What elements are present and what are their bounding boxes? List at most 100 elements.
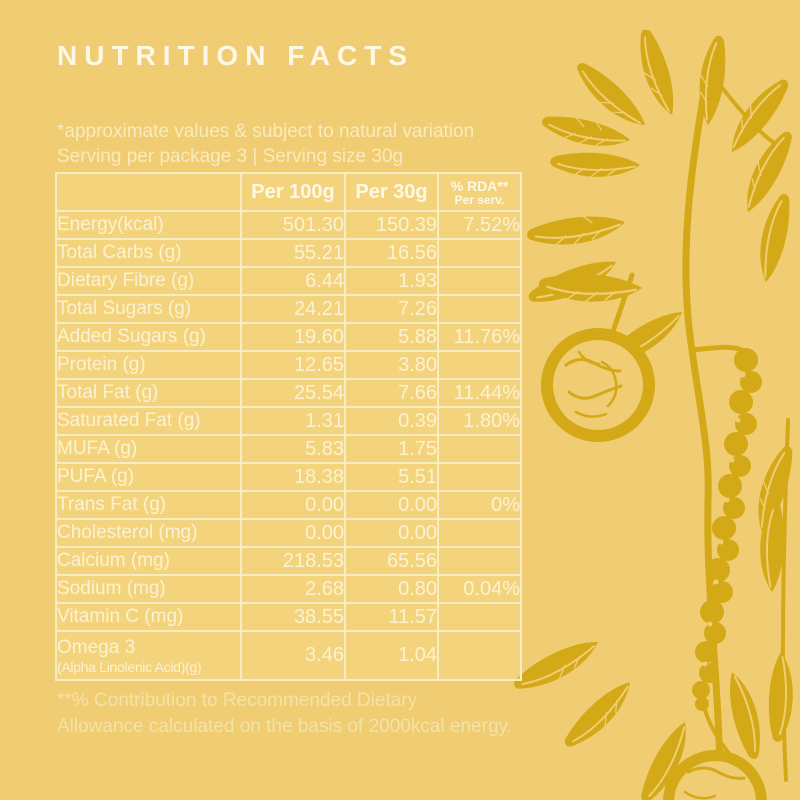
cell-per100g: 0.00 [240, 518, 346, 548]
table-body: Energy(kcal) 501.30 150.39 7.52% Total Carbs… [55, 210, 522, 681]
cell-per30g: 150.39 [344, 210, 439, 240]
cell-per100g: 501.30 [240, 210, 346, 240]
table-row: Saturated Fat (g) 1.31 0.39 1.80% [55, 406, 522, 436]
cell-per30g: 11.57 [344, 602, 439, 632]
cell-per30g: 1.04 [344, 630, 439, 681]
cell-per100g: 6.44 [240, 266, 346, 296]
cell-per30g: 0.00 [344, 490, 439, 520]
row-label: Added Sugars (g) [57, 326, 206, 347]
cell-per100g: 12.65 [240, 350, 346, 380]
cell-rda [437, 238, 522, 268]
header-per30g: Per 30g [344, 172, 439, 212]
nutrient-label-cell: Vitamin C (mg) [55, 602, 242, 632]
header-rda: % RDA** Per serv. [437, 172, 522, 212]
cell-rda [437, 602, 522, 632]
nutrient-label-cell: Omega 3 (Alpha Linolenic Acid)(g) [55, 630, 242, 681]
row-label: PUFA (g) [57, 466, 135, 487]
row-label: Omega 3 [57, 637, 136, 658]
row-label: MUFA (g) [57, 438, 138, 459]
serving-info-note: Serving per package 3 | Serving size 30g [57, 146, 404, 167]
row-label: Calcium (mg) [57, 550, 170, 571]
cell-per100g: 3.46 [240, 630, 346, 681]
nutrient-label-cell: Total Sugars (g) [55, 294, 242, 324]
cell-per30g: 7.66 [344, 378, 439, 408]
nutrient-label-cell: Energy(kcal) [55, 210, 242, 240]
nutrient-label-cell: Protein (g) [55, 350, 242, 380]
row-label: Saturated Fat (g) [57, 410, 201, 431]
table-row: Calcium (mg) 218.53 65.56 [55, 546, 522, 576]
nutrient-label-cell: Sodium (mg) [55, 574, 242, 604]
row-label: Total Carbs (g) [57, 242, 182, 263]
cell-per100g: 5.83 [240, 434, 346, 464]
cell-per100g: 18.38 [240, 462, 346, 492]
header-rda-main: % RDA** [450, 177, 509, 194]
nutrition-table: Per 100g Per 30g % RDA** Per serv. Energ… [55, 172, 522, 681]
table-row: MUFA (g) 5.83 1.75 [55, 434, 522, 464]
approximate-values-note: *approximate values & subject to natural… [57, 121, 475, 142]
cell-per30g: 3.80 [344, 350, 439, 380]
table-row: PUFA (g) 18.38 5.51 [55, 462, 522, 492]
cell-per30g: 16.56 [344, 238, 439, 268]
cell-rda [437, 630, 522, 681]
table-row: Sodium (mg) 2.68 0.80 0.04% [55, 574, 522, 604]
table-row: Trans Fat (g) 0.00 0.00 0% [55, 490, 522, 520]
walnut-icon [541, 328, 655, 442]
cell-rda: 0.04% [437, 574, 522, 604]
table-row: Dietary Fibre (g) 6.44 1.93 [55, 266, 522, 296]
cell-rda: 11.76% [437, 322, 522, 352]
table-row: Omega 3 (Alpha Linolenic Acid)(g) 3.46 1.04 [55, 630, 522, 681]
row-label: Protein (g) [57, 354, 146, 375]
walnut-bottom-icon [663, 750, 767, 800]
cell-per30g: 1.75 [344, 434, 439, 464]
row-label: Sodium (mg) [57, 578, 166, 599]
nutrient-label-cell: Total Fat (g) [55, 378, 242, 408]
nutrient-label-cell: Dietary Fibre (g) [55, 266, 242, 296]
cell-rda: 0% [437, 490, 522, 520]
nutrient-label-cell: Added Sugars (g) [55, 322, 242, 352]
cell-rda: 11.44% [437, 378, 522, 408]
cell-rda [437, 462, 522, 492]
table-row: Protein (g) 12.65 3.80 [55, 350, 522, 380]
cell-rda: 7.52% [437, 210, 522, 240]
nutrient-label-cell: Saturated Fat (g) [55, 406, 242, 436]
row-sublabel: (Alpha Linolenic Acid)(g) [57, 659, 202, 675]
table-row: Added Sugars (g) 19.60 5.88 11.76% [55, 322, 522, 352]
cell-rda [437, 266, 522, 296]
walnut-branch-illustration [514, 30, 793, 800]
cell-rda [437, 518, 522, 548]
cell-per100g: 0.00 [240, 490, 346, 520]
cell-per30g: 7.26 [344, 294, 439, 324]
cell-per100g: 2.68 [240, 574, 346, 604]
header-rda-sub: Per serv. [454, 192, 505, 207]
row-label: Cholesterol (mg) [57, 522, 198, 543]
nutrient-label-cell: PUFA (g) [55, 462, 242, 492]
row-label: Vitamin C (mg) [57, 606, 184, 627]
cell-per100g: 218.53 [240, 546, 346, 576]
cell-rda [437, 294, 522, 324]
row-label: Total Fat (g) [57, 382, 159, 403]
catkin-icon [692, 348, 762, 711]
cell-rda [437, 434, 522, 464]
table-row: Cholesterol (mg) 0.00 0.00 [55, 518, 522, 548]
cell-per100g: 25.54 [240, 378, 346, 408]
cell-rda [437, 350, 522, 380]
cell-per100g: 1.31 [240, 406, 346, 436]
page-title: NUTRITION FACTS [57, 40, 414, 71]
cell-rda: 1.80% [437, 406, 522, 436]
cell-per30g: 0.00 [344, 518, 439, 548]
header-blank-cell [55, 172, 242, 212]
nutrient-label-cell: Total Carbs (g) [55, 238, 242, 268]
cell-per100g: 19.60 [240, 322, 346, 352]
cell-per30g: 5.51 [344, 462, 439, 492]
nutrient-label-cell: Cholesterol (mg) [55, 518, 242, 548]
row-label: Dietary Fibre (g) [57, 270, 195, 291]
cell-per30g: 1.93 [344, 266, 439, 296]
table-row: Energy(kcal) 501.30 150.39 7.52% [55, 210, 522, 240]
cell-per100g: 38.55 [240, 602, 346, 632]
rda-footnote-line2: Allowance calculated on the basis of 200… [57, 716, 512, 737]
cell-per30g: 0.80 [344, 574, 439, 604]
row-label: Energy(kcal) [57, 214, 164, 235]
rda-footnote: **% Contribution to Recommended Dietary … [57, 688, 512, 740]
nutrient-label-cell: Trans Fat (g) [55, 490, 242, 520]
